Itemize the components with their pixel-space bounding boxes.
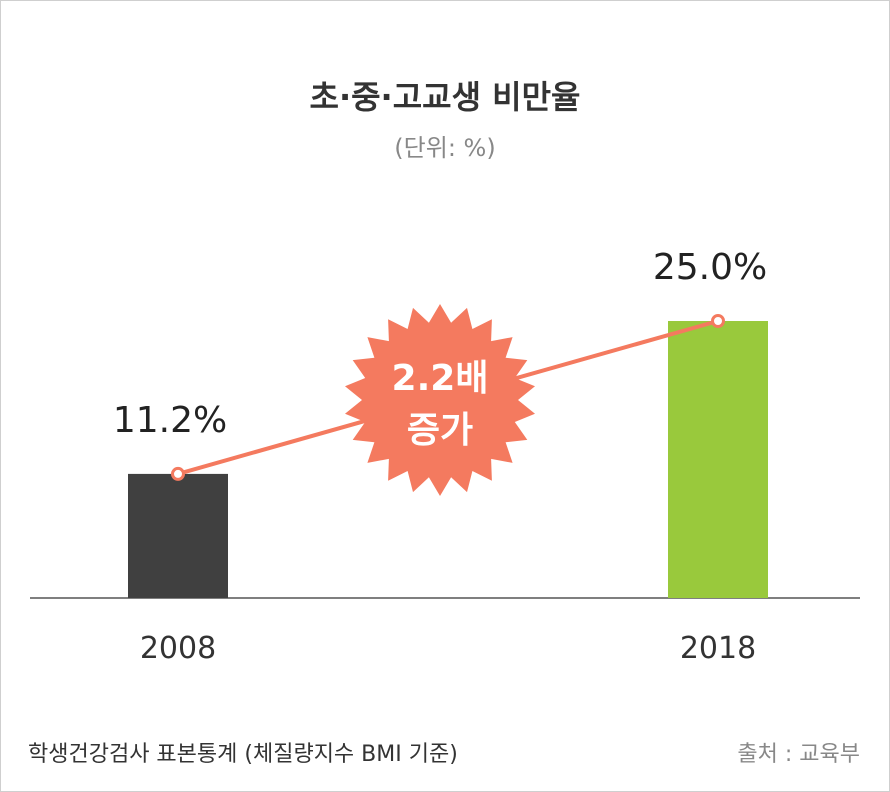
chart-subtitle: (단위: %) [394,134,496,162]
chart-title: 초·중·고교생 비만율 [309,78,581,116]
bar-2018 [668,321,768,598]
trend-point-2018 [711,314,725,328]
category-label-2008: 2008 [140,631,216,666]
category-label-2018: 2018 [680,631,756,666]
value-label-2018: 25.0% [653,247,767,288]
badge-text-line-2: 증가 [407,410,473,451]
starburst-badge [345,304,535,496]
trend-point-2008 [171,466,185,481]
footer-note: 학생건강검사 표본통계 (체질량지수 BMI 기준) [28,742,458,767]
badge-text-line-1: 2.2배 [392,358,489,399]
bar-2008 [128,473,228,598]
footer-source: 출처 : 교육부 [737,742,860,767]
value-label-2008: 11.2% [113,400,227,441]
